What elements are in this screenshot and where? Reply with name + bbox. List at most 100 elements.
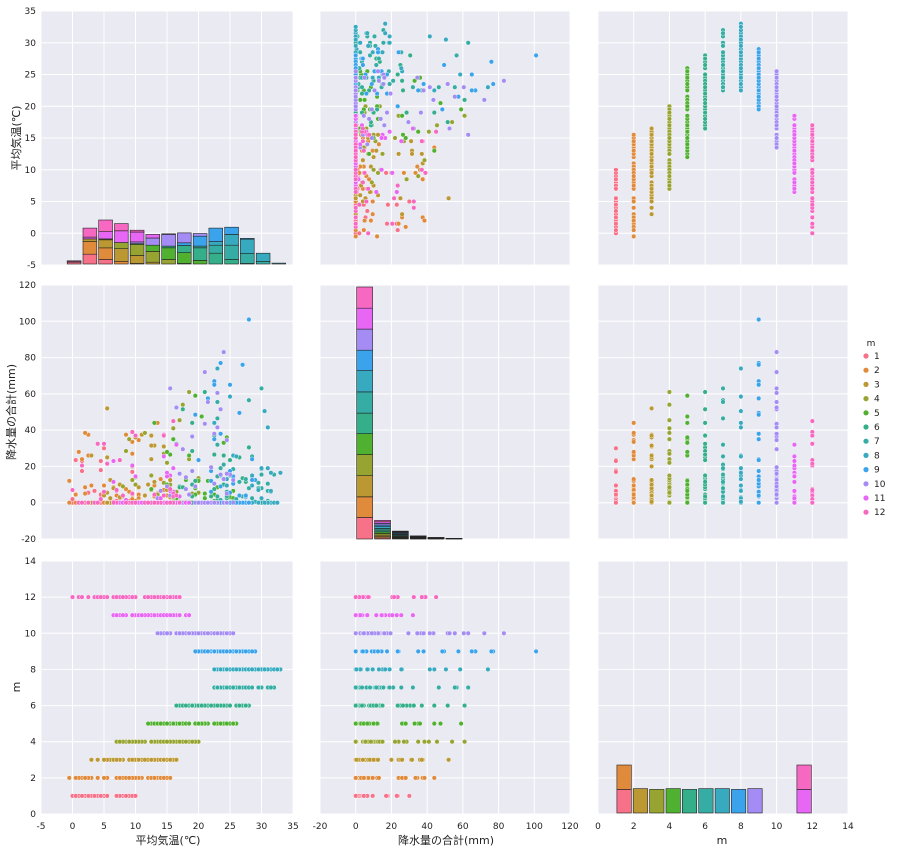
scatter-point (738, 424, 744, 430)
scatter-point (613, 208, 619, 214)
scatter-point (246, 397, 252, 403)
scatter-point (214, 424, 220, 430)
scatter-point (666, 460, 672, 466)
scatter-point (101, 775, 107, 781)
scatter-point (236, 685, 242, 691)
hist-bar (356, 412, 373, 435)
scatter-point (364, 208, 370, 214)
legend-marker (863, 353, 869, 359)
scatter-point (398, 65, 404, 71)
scatter-point (353, 685, 359, 691)
hist-bar (129, 244, 145, 256)
scatter-point (202, 491, 208, 497)
hist-bar (374, 534, 391, 538)
scatter-point (613, 227, 619, 233)
scatter-point (268, 488, 274, 494)
xtick-label-precip: 60 (457, 822, 469, 832)
scatter-point (142, 493, 148, 499)
scatter-point (368, 218, 374, 224)
scatter-point (485, 84, 491, 90)
scatter-point (164, 449, 170, 455)
scatter-point (117, 457, 123, 463)
scatter-point (419, 151, 425, 157)
scatter-point (186, 630, 192, 636)
scatter-point (414, 75, 420, 81)
scatter-point (439, 648, 445, 654)
ytick-label-m: 14 (25, 557, 37, 567)
scatter-point (205, 648, 211, 654)
scatter-point (132, 473, 138, 479)
scatter-point (158, 476, 164, 482)
scatter-point (684, 449, 690, 455)
scatter-point (353, 176, 359, 182)
scatter-point (411, 703, 417, 709)
scatter-point (123, 793, 129, 799)
panel-temp-vs-precip (319, 10, 571, 266)
scatter-point (361, 630, 367, 636)
scatter-point (533, 648, 539, 654)
scatter-point (110, 500, 116, 506)
scatter-point (371, 154, 377, 160)
scatter-point (774, 405, 780, 411)
scatter-point (422, 218, 428, 224)
scatter-point (738, 408, 744, 414)
scatter-point (809, 214, 815, 220)
scatter-point (774, 144, 780, 150)
scatter-point (738, 43, 744, 49)
scatter-point (389, 170, 395, 176)
scatter-point (391, 594, 397, 600)
scatter-point (277, 470, 283, 476)
scatter-point (365, 43, 371, 49)
hist-bar (255, 252, 271, 262)
scatter-point (791, 160, 797, 166)
scatter-point (791, 479, 797, 485)
scatter-point (370, 75, 376, 81)
scatter-point (354, 666, 360, 672)
scatter-point (702, 452, 708, 458)
scatter-point (161, 757, 167, 763)
scatter-point (809, 138, 815, 144)
scatter-point (702, 56, 708, 62)
scatter-point (414, 630, 420, 636)
scatter-point (684, 129, 690, 135)
scatter-point (73, 775, 79, 781)
scatter-point (791, 148, 797, 154)
scatter-point (809, 179, 815, 185)
scatter-point (631, 205, 637, 211)
scatter-point (101, 757, 107, 763)
scatter-point (145, 482, 151, 488)
scatter-point (422, 157, 428, 163)
legend-marker (863, 467, 869, 473)
scatter-point (363, 739, 369, 745)
scatter-point (430, 97, 436, 103)
hist-bar (698, 788, 714, 814)
hist-bar (681, 789, 697, 814)
scatter-point (809, 170, 815, 176)
scatter-point (214, 390, 220, 396)
scatter-point (170, 418, 176, 424)
hist-bar (114, 260, 129, 265)
scatter-point (243, 648, 249, 654)
scatter-point (465, 132, 471, 138)
scatter-point (274, 500, 280, 506)
scatter-point (76, 449, 82, 455)
hist-bar (145, 234, 160, 239)
scatter-point (684, 500, 690, 506)
scatter-point (461, 84, 467, 90)
scatter-point (438, 721, 444, 727)
scatter-point (249, 473, 255, 479)
scatter-point (236, 410, 242, 416)
scatter-point (666, 490, 672, 496)
scatter-point (73, 492, 79, 498)
scatter-point (362, 170, 368, 176)
scatter-point (230, 721, 236, 727)
scatter-point (395, 103, 401, 109)
hist-bar (145, 237, 160, 246)
hist-bar (224, 234, 239, 246)
scatter-point (126, 739, 132, 745)
xtick-label-m: 0 (595, 822, 601, 832)
scatter-point (774, 471, 780, 477)
scatter-point (398, 666, 404, 672)
xtick-label-temp: 30 (256, 822, 268, 832)
scatter-point (738, 75, 744, 81)
